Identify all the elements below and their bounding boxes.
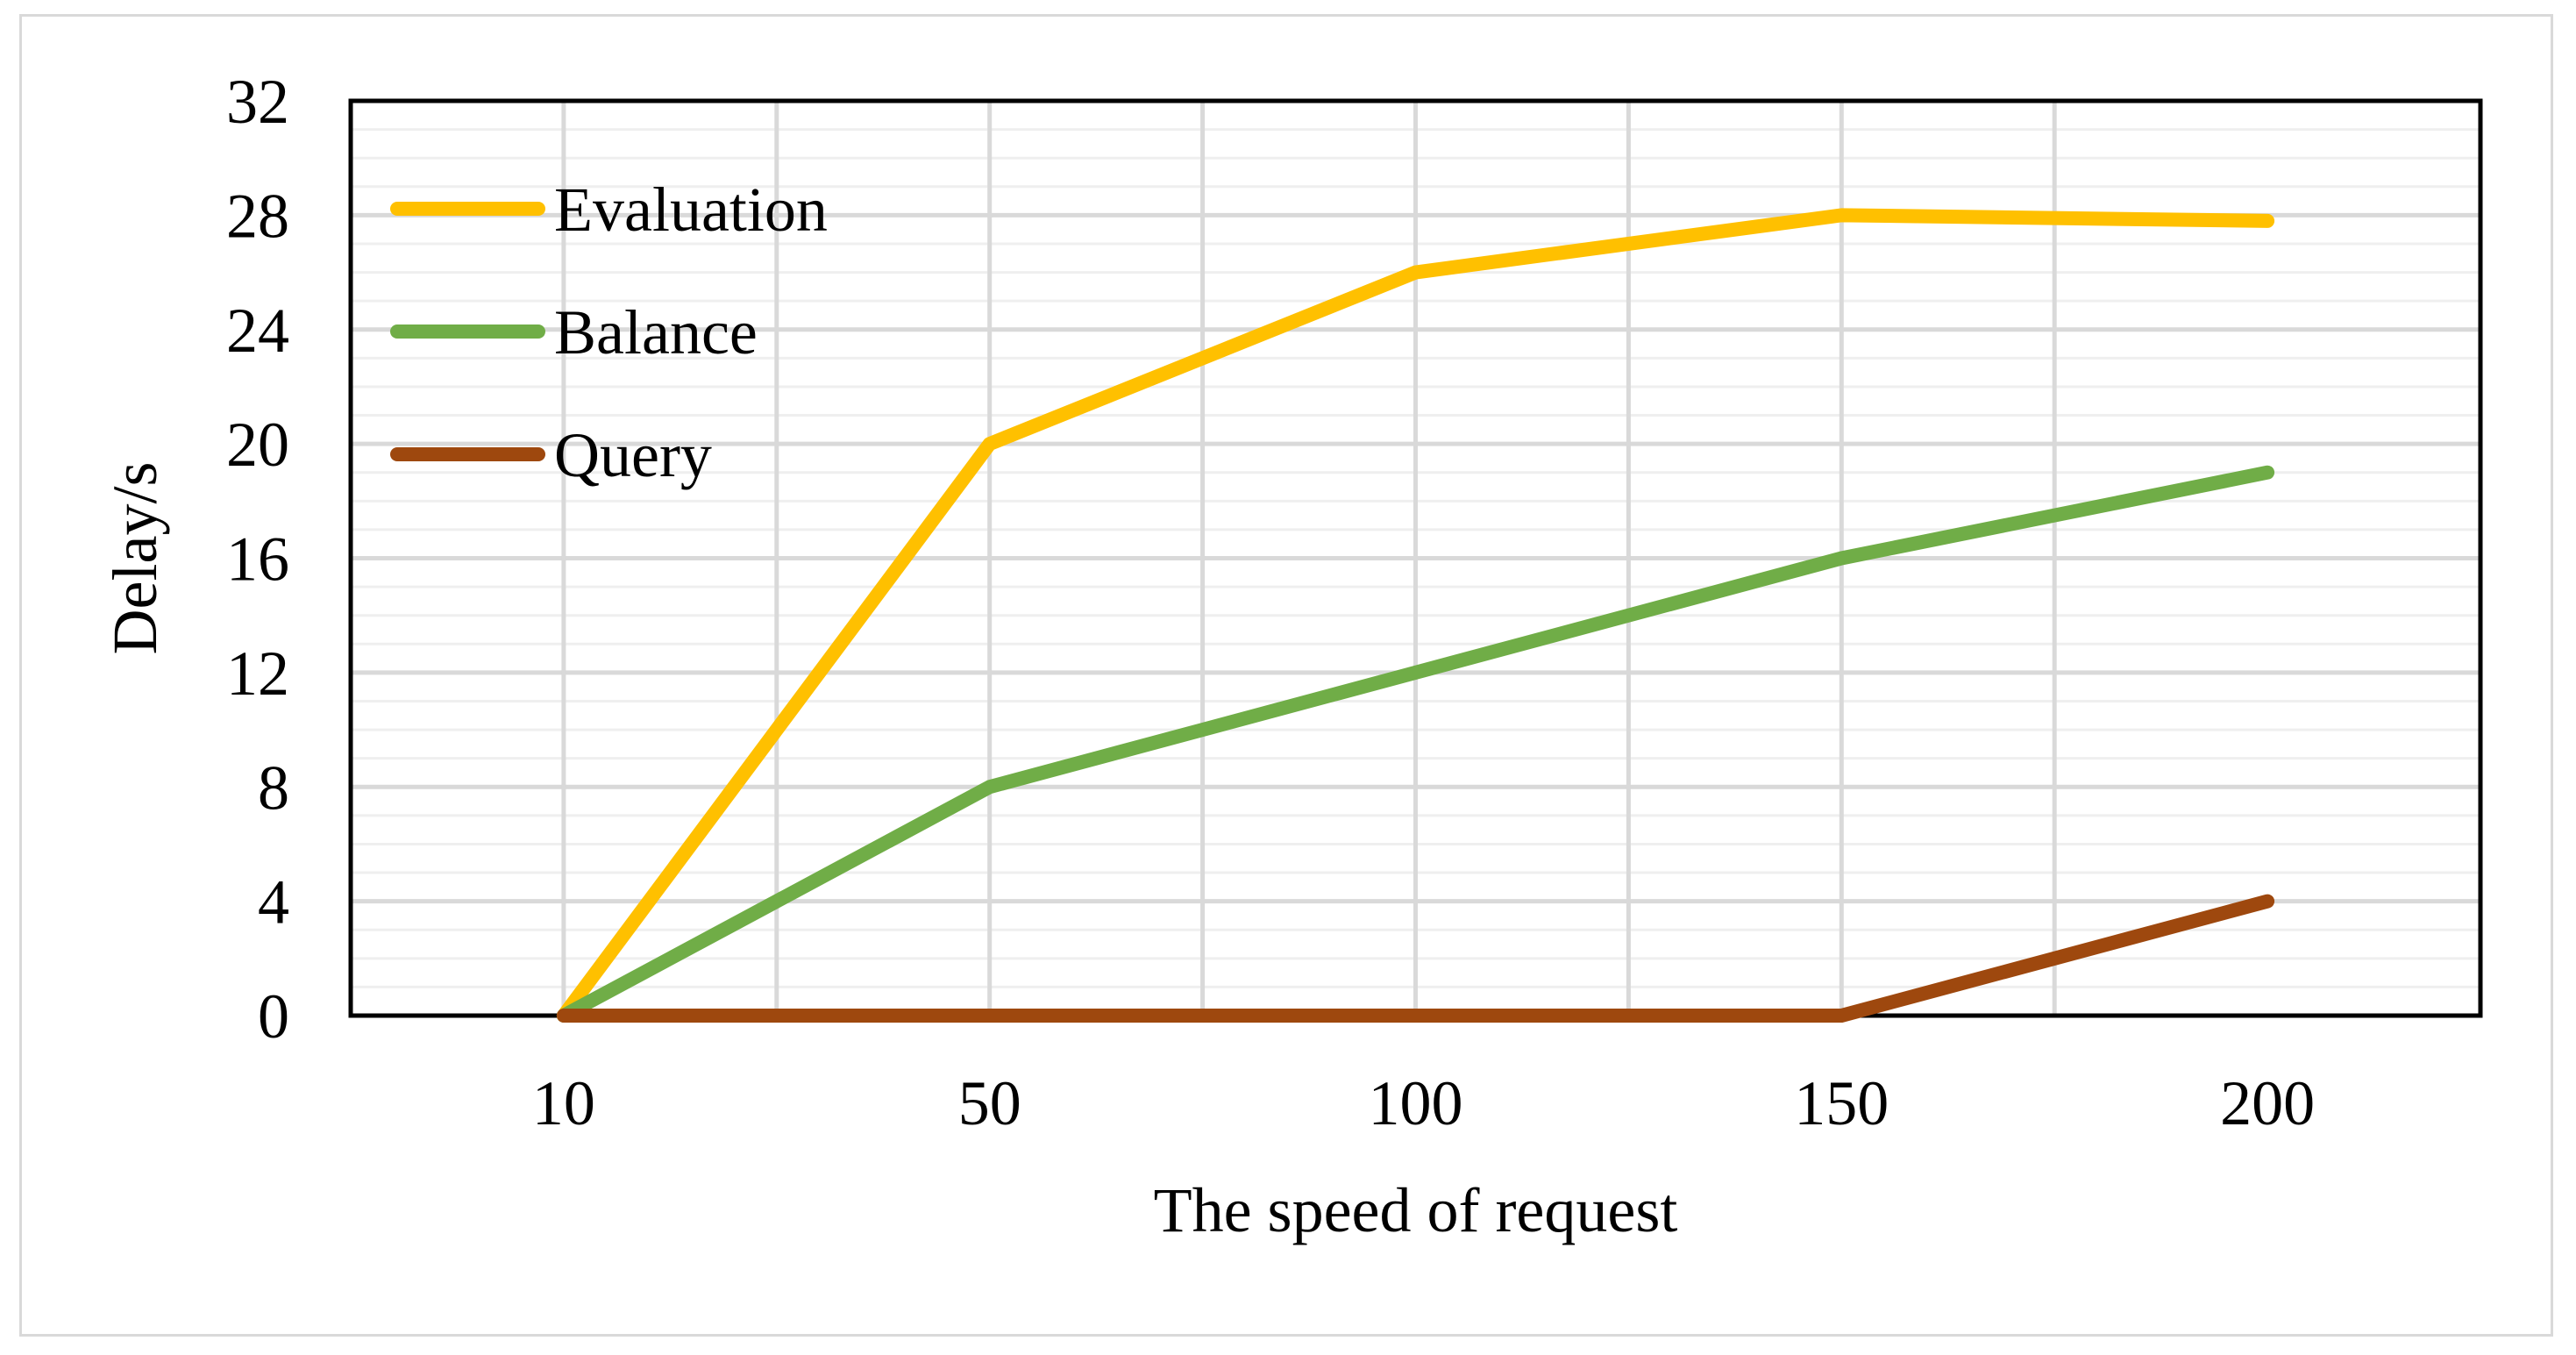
x-tick-label: 150 — [1794, 1068, 1889, 1138]
legend: Evaluation Balance Query — [390, 175, 828, 490]
legend-label-query: Query — [554, 420, 712, 490]
legend-label-balance: Balance — [554, 297, 758, 367]
x-tick-label: 200 — [2220, 1068, 2315, 1138]
series-line-balance — [556, 465, 2275, 1023]
y-tick-label: 0 — [258, 981, 289, 1052]
x-tick-label: 50 — [958, 1068, 1021, 1138]
y-tick-label: 16 — [226, 524, 289, 595]
y-tick-label: 20 — [226, 410, 289, 480]
y-tick-label: 32 — [226, 67, 289, 137]
x-axis-title: The speed of request — [1154, 1175, 1678, 1245]
series-line-evaluation — [556, 208, 2275, 1023]
chart-frame — [19, 14, 2553, 1337]
series-lines — [556, 208, 2275, 1023]
y-tick-label: 4 — [258, 867, 289, 938]
x-tick-label: 10 — [532, 1068, 595, 1138]
y-tick-label: 28 — [226, 181, 289, 251]
y-tick-label: 12 — [226, 638, 289, 709]
x-axis-tick-labels: 10 50 100 150 200 — [532, 1068, 2315, 1138]
y-axis-tick-labels: 0 4 8 12 16 20 24 28 32 — [226, 67, 289, 1052]
y-axis-title: Delay/s — [100, 462, 170, 655]
series-line-query — [556, 894, 2275, 1023]
legend-label-evaluation: Evaluation — [554, 175, 828, 245]
y-tick-label: 8 — [258, 752, 289, 823]
y-tick-label: 24 — [226, 296, 289, 366]
x-tick-label: 100 — [1369, 1068, 1463, 1138]
